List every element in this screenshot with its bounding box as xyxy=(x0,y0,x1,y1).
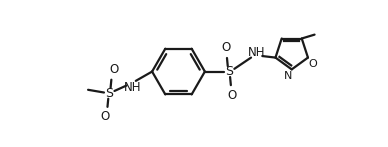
Text: O: O xyxy=(227,89,237,102)
Text: NH: NH xyxy=(124,81,142,94)
Text: O: O xyxy=(221,41,230,54)
Text: O: O xyxy=(308,59,317,69)
Text: O: O xyxy=(100,110,110,123)
Text: S: S xyxy=(225,65,233,78)
Text: NH: NH xyxy=(248,46,265,59)
Text: S: S xyxy=(106,87,113,100)
Text: N: N xyxy=(284,71,292,81)
Text: O: O xyxy=(109,63,118,76)
